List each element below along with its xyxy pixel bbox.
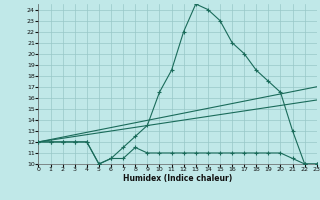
X-axis label: Humidex (Indice chaleur): Humidex (Indice chaleur) (123, 174, 232, 183)
